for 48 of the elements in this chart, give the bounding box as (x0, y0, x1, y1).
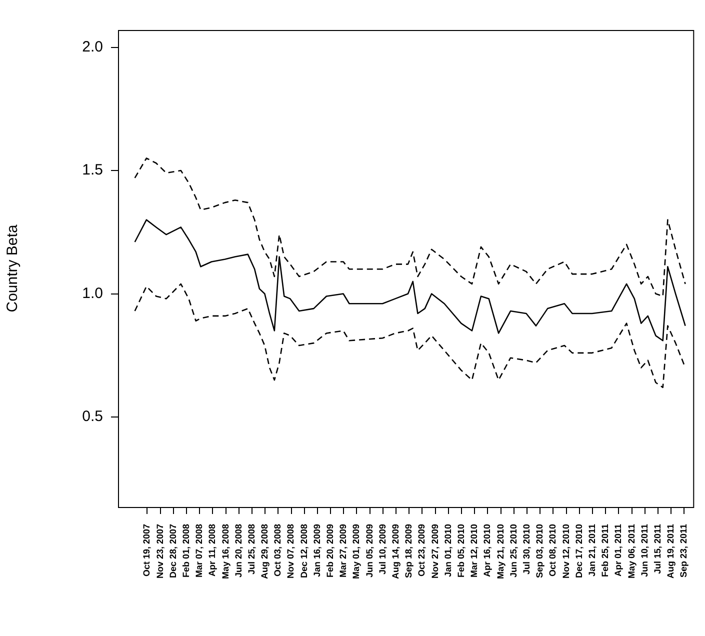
x-tick-label: Apr 01, 2011 (613, 524, 624, 577)
x-tick-label: Jan 21, 2011 (586, 524, 597, 577)
y-tick-label: 0.5 (82, 408, 103, 426)
y-tick-label: 1.0 (82, 284, 103, 302)
x-tick-label: Nov 27, 2009 (430, 524, 440, 579)
x-tick-label: Jun 25, 2010 (508, 524, 518, 578)
x-tick-label: Nov 12, 2010 (560, 524, 571, 579)
x-tick-label: Feb 01, 2008 (180, 524, 191, 578)
line-series (134, 283, 686, 388)
x-tick-label: Aug 14, 2009 (390, 524, 401, 580)
x-tick-label: Feb 05, 2010 (456, 524, 466, 578)
y-tick-label: 2.0 (82, 38, 103, 56)
x-tick-label: Jul 30, 2010 (521, 524, 532, 575)
x-tick-label: Apr 11, 2008 (207, 524, 218, 577)
x-tick-label: Oct 19, 2007 (142, 524, 152, 577)
x-tick-label: Mar 27, 2009 (338, 524, 348, 578)
x-tick-label: Feb 25, 2011 (600, 524, 610, 578)
x-tick-label: Apr 16, 2010 (482, 524, 492, 578)
x-tick-label: Jul 10, 2009 (377, 524, 388, 575)
x-tick-label: Sep 23, 2011 (678, 524, 689, 578)
x-tick-label: May 21, 2010 (495, 524, 506, 580)
x-tick-label: Jul 25, 2008 (246, 524, 256, 575)
x-tick-label: Feb 20, 2009 (325, 524, 336, 578)
x-tick-label: Dec 17, 2010 (574, 524, 584, 578)
y-tick-label: 1.5 (82, 162, 103, 179)
x-tick-label: Jun 05, 2009 (364, 524, 374, 578)
x-tick-label: May 01, 2009 (351, 524, 362, 580)
y-axis-title: Country Beta (4, 224, 22, 312)
x-tick-label: Oct 08, 2010 (548, 524, 558, 577)
x-tick-label: Dec 28, 2007 (168, 524, 178, 578)
x-tick-label: Nov 07, 2008 (286, 524, 296, 579)
x-tick-label: Aug 29, 2008 (260, 524, 270, 580)
x-tick-label: Mar 07, 2008 (194, 524, 204, 578)
x-tick-label: Sep 18, 2009 (404, 524, 414, 578)
x-tick-label: Oct 03, 2008 (272, 524, 283, 577)
x-tick-label: May 06, 2011 (626, 524, 636, 579)
x-tick-label: Jan 01, 2010 (442, 524, 453, 578)
x-tick-label: Aug 19, 2011 (666, 524, 676, 579)
x-tick-label: Dec 12, 2008 (298, 524, 309, 578)
x-tick-label: Jul 15, 2011 (652, 524, 662, 574)
x-tick-label: Oct 23, 2009 (416, 524, 427, 577)
x-tick-label: Jun 10, 2011 (639, 524, 650, 578)
x-tick-label: Mar 12, 2010 (469, 524, 480, 578)
x-tick-label: Nov 23, 2007 (154, 524, 165, 579)
x-tick-label: Jun 20, 2008 (233, 524, 244, 578)
x-tick-label: Jan 16, 2009 (312, 524, 322, 578)
x-tick-label: May 16, 2008 (220, 524, 230, 580)
x-tick-label: Sep 03, 2010 (534, 524, 545, 578)
